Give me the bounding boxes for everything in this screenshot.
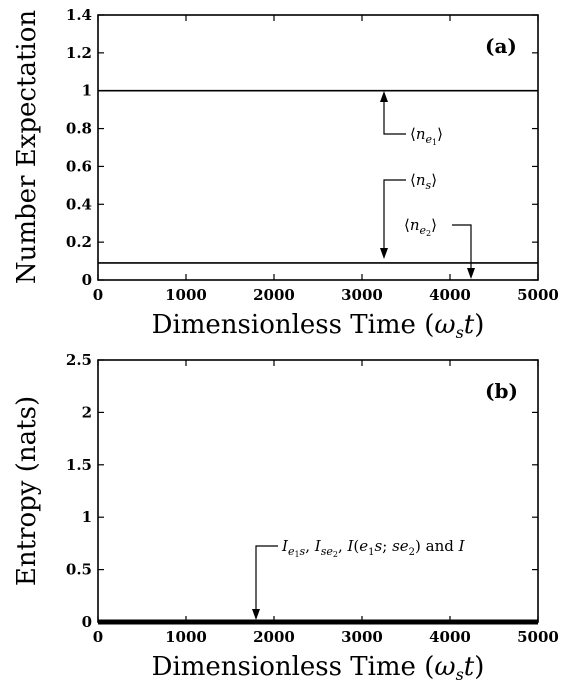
- x-tick-label: 5000: [517, 628, 559, 646]
- x-tick-label: 1000: [165, 286, 207, 304]
- annotation-ns: ⟨ns⟩: [380, 171, 437, 259]
- x-tick-label: 0: [93, 286, 103, 304]
- y-tick-label: 1.5: [66, 456, 92, 474]
- panel-a-x-axis-label: Dimensionless Time (ωst): [152, 310, 485, 342]
- annotation-entropy-curves: Ie1s, Ise2, I(e1s; se2) and I: [252, 537, 466, 620]
- panel-b-y-ticks: 0 0.5 1 1.5 2 2.5: [66, 351, 538, 631]
- x-tick-label: 5000: [517, 286, 559, 304]
- panel-a-y-ticks: 0 0.2 0.4 0.6 0.8 1 1.2 1.4: [66, 6, 538, 289]
- y-tick-label: 2: [82, 403, 92, 421]
- annotation-ne1: ⟨ne1⟩: [380, 91, 443, 147]
- panel-b-label: (b): [485, 379, 518, 403]
- x-tick-label: 1000: [165, 628, 207, 646]
- panel-b-y-axis-label: Entropy (nats): [12, 396, 42, 586]
- svg-text:⟨ns⟩: ⟨ns⟩: [410, 171, 437, 192]
- x-tick-label: 3000: [341, 628, 383, 646]
- panel-a-y-axis-label: Number Expectation: [12, 10, 42, 284]
- panel-b-x-axis-label: Dimensionless Time (ωst): [152, 652, 485, 684]
- svg-text:⟨ne1⟩: ⟨ne1⟩: [410, 125, 443, 147]
- svg-text:Ie1s, Ise2, I(e1s; se2) and I: Ie1s, Ise2, I(e1s; se2) and I: [281, 537, 466, 559]
- y-tick-label: 0.8: [66, 120, 92, 138]
- y-tick-label: 0.4: [66, 195, 92, 213]
- y-tick-label: 0.2: [66, 233, 92, 251]
- panel-b: 0 1000 2000 3000 4000 5000 0 0.5 1 1.5 2 2.5 (b) E…: [12, 351, 559, 684]
- panel-a-x-ticks: 0 1000 2000 3000 4000 5000: [93, 15, 559, 304]
- y-tick-label: 0: [82, 613, 92, 631]
- y-tick-label: 1: [82, 508, 92, 526]
- annotation-ne2: ⟨ne2⟩: [404, 216, 475, 279]
- panel-a-series: [98, 89, 538, 264]
- y-tick-label: 0: [82, 271, 92, 289]
- x-tick-label: 4000: [429, 286, 471, 304]
- x-tick-label: 2000: [253, 286, 295, 304]
- panel-a-frame: [97, 14, 539, 281]
- panel-b-x-ticks: 0 1000 2000 3000 4000 5000: [93, 360, 559, 646]
- panel-a-label: (a): [485, 34, 517, 58]
- x-tick-label: 3000: [341, 286, 383, 304]
- panel-a: 0 1000 2000 3000 4000 5000 0 0.2 0.4 0.6 0.8 1 1.2 1…: [12, 6, 559, 342]
- y-tick-label: 0.6: [66, 157, 92, 175]
- y-tick-label: 0.5: [66, 561, 92, 579]
- y-tick-label: 1.4: [66, 6, 92, 24]
- svg-text:⟨ne2⟩: ⟨ne2⟩: [404, 216, 437, 238]
- x-tick-label: 4000: [429, 628, 471, 646]
- x-tick-label: 0: [93, 628, 103, 646]
- y-tick-label: 1.2: [66, 44, 92, 62]
- y-tick-label: 1: [82, 82, 92, 100]
- y-tick-label: 2.5: [66, 351, 92, 369]
- x-tick-label: 2000: [253, 628, 295, 646]
- panel-b-frame: [97, 359, 539, 623]
